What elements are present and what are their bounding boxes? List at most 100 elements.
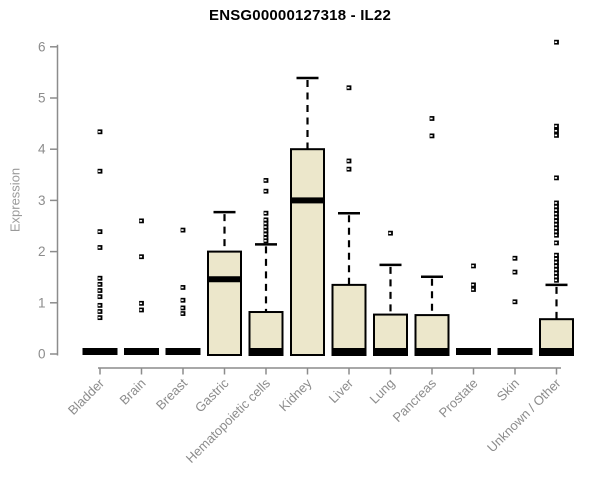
outlier-point-center-unknown-other: [554, 230, 558, 233]
outlier-point-center-unknown-other: [554, 134, 558, 137]
outlier-point-center-hematopoietic-cells: [264, 226, 267, 228]
median-line-bladder: [82, 348, 118, 355]
outlier-point-center-brain: [139, 309, 143, 311]
outlier-point-center-bladder: [98, 304, 101, 307]
y-tick-label: 3: [38, 193, 46, 208]
outlier-point-center-bladder: [98, 230, 101, 233]
outlier-point-center-unknown-other: [554, 234, 558, 237]
x-category-label-gastric: Gastric: [192, 375, 232, 415]
box-liver: [331, 283, 367, 357]
outlier-point-center-unknown-other: [554, 279, 558, 282]
outlier-point-center-unknown-other: [554, 227, 558, 229]
outlier-point-center-lung: [388, 232, 392, 234]
y-tick-label: 1: [38, 295, 46, 310]
x-category-label-kidney: Kidney: [276, 375, 315, 414]
x-category-label-breast: Breast: [153, 375, 190, 412]
outlier-point-center-unknown-other: [554, 223, 558, 226]
x-category-label-liver: Liver: [326, 375, 357, 406]
x-category-label-lung: Lung: [367, 376, 398, 407]
outlier-point-center-liver: [347, 160, 350, 162]
outlier-point-center-skin: [513, 271, 516, 273]
outlier-point-center-unknown-other: [554, 265, 558, 267]
chart-title: ENSG00000127318 - IL22: [208, 7, 392, 24]
y-tick-label: 4: [38, 142, 46, 157]
outlier-point-center-breast: [181, 299, 184, 302]
outlier-point-center-breast: [181, 229, 184, 231]
outlier-point-center-brain: [139, 220, 143, 222]
outlier-point-center-hematopoietic-cells: [264, 212, 267, 214]
median-line-brain: [124, 348, 159, 355]
median-line-pancreas: [414, 348, 450, 355]
outlier-point-center-unknown-other: [554, 257, 558, 260]
outlier-point-center-unknown-other: [554, 205, 558, 208]
median-line-unknown-other: [539, 348, 574, 355]
outlier-point-center-unknown-other: [554, 41, 558, 43]
median-line-breast: [165, 348, 201, 355]
outlier-point-center-bladder: [98, 130, 101, 133]
outlier-point-center-bladder: [98, 295, 101, 298]
x-category-label-skin: Skin: [494, 376, 522, 404]
median-line-hematopoietic-cells: [248, 348, 284, 355]
outlier-point-center-unknown-other: [554, 209, 558, 211]
x-category-label-bladder: Bladder: [65, 375, 108, 418]
outlier-point-center-hematopoietic-cells: [264, 222, 267, 225]
outlier-point-center-prostate: [471, 265, 475, 267]
outlier-point-center-bladder: [98, 310, 101, 313]
outlier-point-center-hematopoietic-cells: [264, 240, 267, 242]
outlier-point-center-unknown-other: [554, 125, 558, 127]
outlier-point-center-skin: [513, 257, 516, 260]
outlier-point-center-prostate: [471, 284, 475, 286]
box-hematopoietic-cells: [248, 311, 284, 356]
outlier-point-center-hematopoietic-cells: [264, 229, 267, 232]
y-tick-label: 5: [38, 91, 46, 106]
outlier-point-center-unknown-other: [554, 275, 558, 278]
outlier-point-center-unknown-other: [554, 216, 558, 219]
box-kidney: [290, 148, 325, 356]
median-line-skin: [497, 348, 533, 355]
outlier-point-center-breast: [181, 312, 184, 315]
median-line-liver: [331, 348, 367, 355]
outlier-point-center-bladder: [98, 277, 101, 280]
outlier-point-center-bladder: [98, 283, 101, 286]
outlier-point-center-hematopoietic-cells: [264, 179, 267, 182]
x-category-label-unknown-other: Unknown / Other: [484, 375, 564, 455]
median-line-lung: [373, 348, 408, 355]
outlier-point-center-unknown-other: [554, 272, 558, 274]
outlier-point-center-skin: [513, 300, 516, 303]
median-line-kidney: [290, 197, 325, 204]
outlier-point-center-bladder: [98, 316, 101, 319]
outlier-point-center-bladder: [98, 289, 101, 292]
outlier-point-center-unknown-other: [554, 268, 558, 271]
outlier-point-center-hematopoietic-cells: [264, 233, 267, 235]
y-tick-label: 6: [38, 39, 46, 54]
x-category-label-prostate: Prostate: [436, 376, 481, 421]
outlier-point-center-unknown-other: [554, 177, 558, 179]
box-gastric: [207, 250, 242, 357]
outlier-point-center-prostate: [471, 288, 475, 291]
outlier-point-center-brain: [139, 302, 143, 305]
y-tick-label: 0: [38, 347, 46, 362]
median-line-gastric: [207, 276, 242, 283]
outlier-point-center-liver: [347, 168, 350, 170]
outlier-point-center-breast: [181, 307, 184, 309]
outlier-point-center-hematopoietic-cells: [264, 236, 267, 239]
outlier-point-center-liver: [347, 86, 350, 89]
outlier-point-center-breast: [181, 286, 184, 289]
outlier-point-center-unknown-other: [554, 129, 558, 132]
outlier-point-center-hematopoietic-cells: [264, 190, 267, 192]
outlier-point-center-brain: [139, 255, 143, 258]
outlier-point-center-unknown-other: [554, 242, 558, 244]
outlier-point-center-pancreas: [430, 117, 433, 120]
outlier-point-center-unknown-other: [554, 212, 558, 215]
outlier-point-center-unknown-other: [554, 261, 558, 264]
outlier-point-center-bladder: [98, 246, 101, 249]
x-category-label-brain: Brain: [117, 376, 149, 408]
median-line-prostate: [456, 348, 491, 355]
outlier-point-center-hematopoietic-cells: [264, 219, 267, 221]
y-tick-label: 2: [38, 244, 46, 259]
outlier-point-center-bladder: [98, 170, 101, 173]
outlier-point-center-unknown-other: [554, 254, 558, 256]
outlier-point-center-pancreas: [430, 135, 433, 137]
